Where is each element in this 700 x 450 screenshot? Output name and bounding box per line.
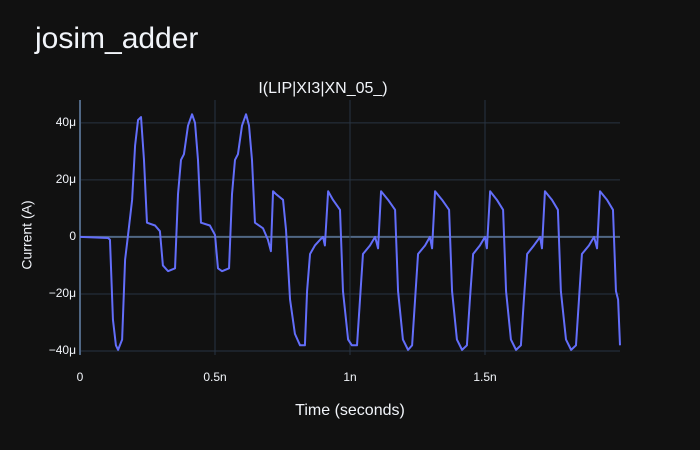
- x-tick-label: 0.5n: [203, 370, 226, 384]
- x-tick-label: 1n: [343, 370, 356, 384]
- chart-title: josim_adder: [34, 22, 198, 55]
- x-axis-label: Time (seconds): [295, 402, 405, 419]
- y-tick-label: −40μ: [49, 343, 76, 357]
- x-tick-label: 0: [77, 370, 84, 384]
- y-tick-label: −20μ: [49, 286, 76, 300]
- y-axis-label: Current (A): [19, 200, 35, 269]
- y-tick-label: 0: [69, 229, 76, 243]
- x-tick-label: 1.5n: [473, 370, 496, 384]
- chart-subtitle: I(LIP|XI3|XN_05_): [258, 80, 387, 97]
- data-line: [79, 113, 621, 351]
- y-tick-label: 40μ: [56, 115, 76, 129]
- y-tick-label: 20μ: [56, 172, 76, 186]
